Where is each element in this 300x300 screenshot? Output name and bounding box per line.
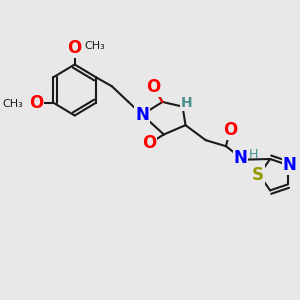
Text: H: H [181,96,193,110]
Text: O: O [223,121,237,139]
Text: O: O [142,134,157,152]
Text: O: O [147,78,161,96]
Text: N: N [282,156,296,174]
Text: H: H [248,148,258,161]
Text: O: O [68,39,82,57]
Text: S: S [252,166,264,184]
Text: CH₃: CH₃ [85,41,106,52]
Text: O: O [29,94,43,112]
Text: CH₃: CH₃ [2,99,23,109]
Text: N: N [233,149,247,167]
Text: N: N [135,106,149,124]
